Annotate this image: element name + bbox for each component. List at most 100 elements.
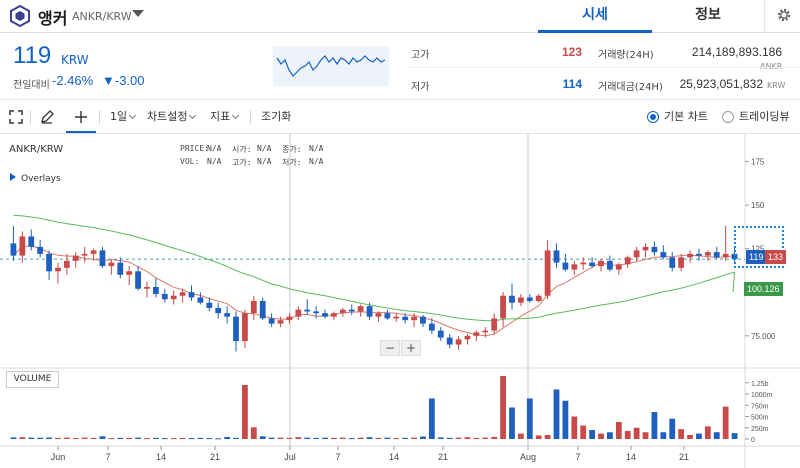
coin-symbol: ANKR/KRW <box>72 10 132 23</box>
ankr-logo-icon <box>10 5 30 27</box>
candle-body <box>295 309 302 317</box>
volume-bar <box>55 437 61 439</box>
candle-body <box>19 236 26 256</box>
volume-bar <box>455 437 462 439</box>
candle-body <box>464 335 471 340</box>
candle-body <box>152 287 159 294</box>
volume-bar <box>642 432 649 439</box>
candle-body <box>277 320 284 324</box>
short-moving-average-line <box>13 245 735 337</box>
info-close-value: N/A <box>309 144 324 153</box>
mini-sparkline-chart <box>273 46 389 86</box>
basic-chart-radio[interactable] <box>647 111 659 123</box>
info-price-label: PRICE: <box>180 144 209 153</box>
volume-bar <box>135 437 141 439</box>
fullscreen-icon[interactable] <box>9 110 23 124</box>
candle-body <box>607 260 613 270</box>
change-label: 전일대비 <box>13 80 50 91</box>
x-tick-label: 14 <box>626 452 636 462</box>
x-tick-label: 21 <box>679 452 689 462</box>
volume-panel-title: VOLUME <box>6 371 59 388</box>
top-bar: 앵커 ANKR/KRW 시세 정보 <box>0 0 800 33</box>
candle-body <box>580 262 587 265</box>
volume-bar <box>562 400 569 439</box>
tab-info[interactable]: 정보 <box>695 7 721 23</box>
chevron-down-icon <box>232 111 240 120</box>
volume-value: 214,189,893.186 <box>691 45 782 59</box>
volume-bar <box>81 437 88 439</box>
candle-body <box>242 313 248 342</box>
change-amount: ▼-3.00 <box>102 73 145 88</box>
chart-settings-dropdown[interactable]: 차트설정 <box>147 101 197 133</box>
indicators-dropdown[interactable]: 지표 <box>210 101 240 133</box>
candle-body <box>322 313 328 317</box>
info-open-value: N/A <box>257 144 272 153</box>
zoom-in-button[interactable]: + <box>401 340 421 356</box>
last-price-secondary-tag: 133 <box>765 250 787 264</box>
candle-body <box>259 300 266 319</box>
volume-bar <box>428 398 435 439</box>
candle-body <box>188 292 195 298</box>
pencil-icon[interactable] <box>40 110 54 124</box>
x-tick-label: 21 <box>210 452 220 462</box>
volume-bar <box>295 437 302 439</box>
interval-label: 1일 <box>110 110 128 123</box>
zoom-out-button[interactable]: − <box>380 340 400 356</box>
trade-value: 25,923,051,832 <box>679 77 763 91</box>
info-price-value: N/A <box>207 144 222 153</box>
caret-right-icon <box>10 173 16 181</box>
volume-bar <box>161 438 168 440</box>
candle-body <box>491 318 498 331</box>
crosshair-icon[interactable] <box>74 110 88 124</box>
candle-body <box>624 257 631 265</box>
candle-body <box>393 316 400 319</box>
candle-body <box>589 262 596 267</box>
tab-quote[interactable]: 시세 <box>538 0 652 33</box>
info-open-label: 시가: <box>232 145 252 154</box>
candle-body <box>117 262 124 275</box>
volume-bar <box>420 436 426 439</box>
volume-bar <box>375 437 382 439</box>
volume-tick-label: 250m <box>751 426 769 433</box>
volume-bar <box>411 437 417 439</box>
volume-bar <box>90 437 97 439</box>
tradingview-label[interactable]: 트레이딩뷰 <box>739 110 790 123</box>
candle-body <box>144 287 150 289</box>
volume-bar <box>526 398 533 439</box>
volume-bar <box>553 389 560 439</box>
reset-button[interactable]: 조기화 <box>261 110 292 123</box>
price-chart[interactable]: 175 150 125 75.000 1.25b 1000m 750m 500m 250m 0 Ju… <box>0 134 800 468</box>
candle-body <box>357 306 364 312</box>
candle-body <box>598 260 604 267</box>
interval-dropdown[interactable]: 1일 <box>110 101 137 133</box>
y-tick-label: 175 <box>751 157 765 166</box>
volume-bar <box>357 437 364 439</box>
coin-select-caret-icon[interactable] <box>132 10 144 17</box>
volume-bar <box>179 437 186 439</box>
volume-bar <box>144 438 150 440</box>
volume-tick-label: 1000m <box>751 392 773 399</box>
gear-icon[interactable] <box>776 7 792 23</box>
candle-body <box>553 250 560 263</box>
candlestick-chart[interactable]: 175 150 125 75.000 1.25b 1000m 750m 500m 250m 0 Ju… <box>0 134 800 468</box>
indicators-label: 지표 <box>210 110 231 123</box>
volume-bar <box>233 437 239 439</box>
volume-bar <box>731 433 738 439</box>
volume-bar <box>509 407 515 439</box>
volume-bar <box>393 438 400 440</box>
volume-bar <box>651 412 658 439</box>
x-tick-label: 7 <box>575 452 580 462</box>
candle-body <box>331 313 337 317</box>
volume-bar <box>571 416 578 439</box>
price-summary: 119 KRW 전일대비 -2.46% ▼-3.00 고가 123 거래량(24… <box>0 34 800 100</box>
volume-bar <box>580 425 587 439</box>
candle-body <box>197 297 204 303</box>
volume-tick-label: 750m <box>751 403 769 410</box>
overlays-toggle[interactable]: Overlays <box>10 173 61 184</box>
tradingview-radio[interactable] <box>722 111 734 123</box>
volume-label: 거래량(24H) <box>598 50 654 61</box>
info-vol-value: N/A <box>207 157 222 166</box>
basic-chart-label[interactable]: 기본 차트 <box>664 110 708 123</box>
candle-body <box>135 271 141 289</box>
volume-bar <box>242 385 248 439</box>
